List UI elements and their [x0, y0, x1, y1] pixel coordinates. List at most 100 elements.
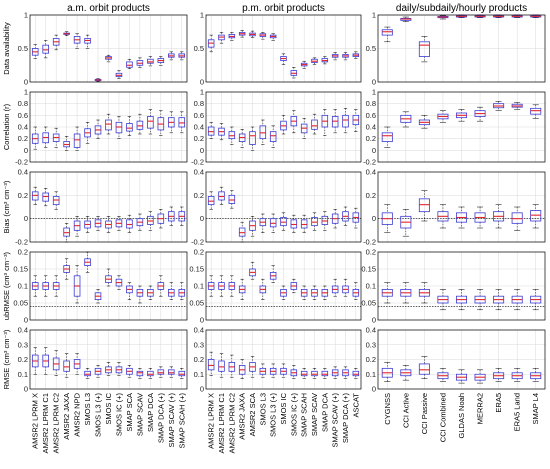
y-tick-label: 0.2 [18, 355, 28, 364]
x-tick-label: SMAP SCAV (+) [167, 393, 176, 448]
box-plot [239, 30, 245, 37]
box-plot [270, 214, 276, 233]
x-tick-label: AMSR2 LPRM C2 [227, 393, 236, 453]
y-tick-label: 0.2 [194, 355, 204, 364]
y-tick-label: 0.1 [18, 282, 28, 291]
box-plot [158, 57, 164, 66]
column-title: p.m. orbit products [242, 3, 325, 14]
panel: 00.10.20.30.4 [366, 326, 545, 394]
y-tick-label: 0.05 [189, 299, 204, 308]
y-tick-label: 0.6 [18, 111, 28, 120]
x-tick-label: GLDAS Noah [457, 393, 466, 438]
x-tick-label: AMSR2 LPRM X [207, 393, 216, 449]
x-tick-label: SMAP DCA (+) [156, 393, 165, 444]
x-tick-label: CCI Active [401, 393, 410, 428]
box-plot [43, 348, 49, 375]
y-tick-label: 0.4 [194, 123, 204, 132]
x-tick-label: SMAP SCAH (+) [177, 392, 186, 448]
box-plot [438, 16, 448, 19]
box-plot [456, 289, 466, 309]
x-tick-label: ERA5 Land [513, 393, 522, 431]
box-plot [147, 212, 153, 231]
y-tick-label: -0.2 [15, 238, 28, 247]
box-plot [322, 212, 328, 231]
box-plot [475, 15, 485, 18]
x-tick-label: SMAP L4 [531, 393, 540, 425]
y-tick-label: 0.4 [18, 168, 28, 177]
panel: 00.51 [366, 11, 545, 87]
box-plot [229, 276, 235, 296]
y-tick-label: 0.4 [194, 168, 204, 177]
box-plot [95, 79, 101, 82]
y-tick-label: 0 [24, 78, 28, 87]
y-tick-label: 0 [200, 78, 204, 87]
panel: 00.51 [18, 11, 187, 87]
box-plot [43, 276, 49, 296]
y-tick-label: 0 [24, 214, 28, 223]
box-plot [494, 205, 504, 228]
y-tick-label: 0.5 [366, 44, 376, 53]
x-tick-label: SMOS IC (+) [114, 393, 123, 437]
x-tick-label: SMOS IC (+) [289, 393, 298, 437]
x-tick-label: SMAP DCA (+) [341, 393, 350, 444]
y-tick-label: 0.2 [366, 355, 376, 364]
y-tick-label: 0.2 [366, 191, 376, 200]
y-axis-label: RMSE (cm³ cm⁻³) [2, 329, 11, 389]
y-tick-label: 0 [372, 78, 376, 87]
y-axis-label: Data availability [2, 22, 11, 75]
y-tick-label: 0.15 [189, 265, 204, 274]
box-plot [401, 283, 411, 303]
y-axis-label: Correlation (r) [2, 103, 11, 150]
x-tick-label: ERA5 [494, 393, 503, 413]
panel: -0.2 0 0.2 0.4 [191, 168, 361, 247]
box-plot [382, 205, 392, 233]
box-plot [475, 289, 485, 309]
x-tick-label: SMOS L3 (+) [269, 393, 278, 437]
box-plot [438, 289, 448, 309]
y-tick-label: 0.1 [194, 282, 204, 291]
panels: Data availability00.5100.5100.51Correlat… [2, 11, 545, 394]
x-tick-label: SMOS IC [104, 392, 113, 424]
x-tick-label: SMAP SCA [125, 393, 134, 432]
box-plot [179, 52, 185, 60]
y-tick-label: 0.4 [366, 168, 376, 177]
box-plot [219, 276, 225, 296]
panel: 00.050.10.150.2 [361, 248, 545, 325]
box-plot [239, 279, 245, 299]
box-plot [512, 289, 522, 309]
y-tick-label: -0.2 [363, 158, 376, 167]
y-tick-label: 1 [24, 88, 28, 97]
x-tick-label: ASCAT [351, 393, 360, 418]
box-plot [322, 57, 328, 64]
box-plot [531, 15, 541, 18]
panel: 00.050.10.150.2 [13, 248, 187, 325]
box-plot [85, 252, 91, 272]
box-plot [64, 259, 70, 279]
box-plot [32, 348, 38, 375]
column-title: a.m. orbit products [67, 3, 150, 14]
y-tick-label: 0.8 [194, 99, 204, 108]
y-tick-label: 1 [372, 88, 376, 97]
y-tick-label: 0.1 [18, 370, 28, 379]
x-tick-label: SMOS L3 (+) [94, 393, 103, 437]
box-plot [512, 15, 522, 18]
x-tick-label: CCI Passive [420, 393, 429, 434]
y-tick-label: 1 [200, 11, 204, 20]
y-tick-label: 0.1 [194, 370, 204, 379]
y-tick-label: 1 [200, 88, 204, 97]
y-tick-label: -0.2 [191, 238, 204, 247]
box-plot [301, 118, 307, 138]
x-tick-label: SMAP DCA [320, 393, 329, 432]
x-tick-label: AMSR2 SCA [248, 393, 257, 436]
panel: -0.2 0 0.2 0.4 0.6 0.8 1 [15, 88, 187, 167]
box-plot [312, 58, 318, 65]
box-plot [353, 52, 359, 59]
box-plot [419, 283, 429, 303]
column-titles: a.m. orbit products p.m. orbit products da… [67, 3, 527, 14]
box-plot [438, 205, 448, 228]
x-tick-label: SMAP DCA [146, 393, 155, 432]
box-plot [85, 122, 91, 143]
panel: -0.2 0 0.2 0.4 0.6 0.8 1 [191, 88, 361, 167]
x-tick-label: SMOS L3 [258, 393, 267, 426]
